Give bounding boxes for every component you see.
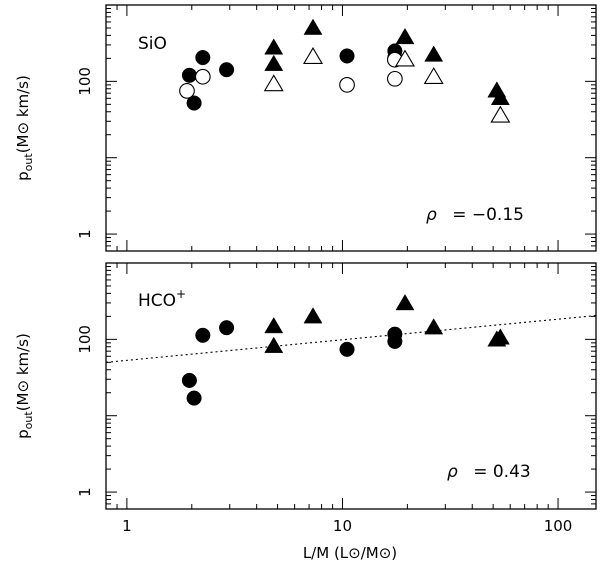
top-open-circle-point <box>339 76 355 93</box>
hco-rho-value: = 0.43 <box>473 462 531 482</box>
bottom-filled-circle-point <box>387 333 403 349</box>
sio-rho-symbol: ρ <box>426 205 437 225</box>
bottom-y-tick-label: 100 <box>76 325 94 354</box>
top-filled-triangle-point <box>264 54 284 71</box>
top-open-circle-point <box>194 68 211 85</box>
bottom-x-tick-label: 1 <box>122 517 132 535</box>
sio-panel-title: SiO <box>138 34 167 54</box>
top-filled-triangle-point <box>303 18 323 35</box>
top-open-circle-point <box>179 83 195 99</box>
sio-y-label-rest: (M⊙ km/s) <box>14 75 32 153</box>
top-filled-triangle-point <box>490 88 510 105</box>
bottom-filled-triangle-point <box>490 328 510 345</box>
bottom-filled-triangle-point <box>424 318 444 335</box>
bottom-filled-circle-point <box>195 327 211 343</box>
top-filled-circle-point <box>181 67 197 83</box>
bottom-y-tick-label: 1 <box>76 487 94 497</box>
top-y-tick-label: 100 <box>76 67 94 96</box>
sio-plot-frame <box>105 4 597 252</box>
top-filled-triangle-point <box>395 27 415 45</box>
top-open-triangle-point <box>395 49 415 67</box>
bottom-filled-triangle-point <box>264 317 284 334</box>
hco-panel: 1 100 1 10 100 HCO+ ρ = 0.43 pout(M⊙ km/s) <box>14 262 597 535</box>
bottom-filled-circle-point <box>186 390 202 406</box>
sio-correlation-label: ρ = −0.15 <box>426 205 524 225</box>
bottom-fit-line <box>105 315 597 363</box>
hco-y-axis-label: pout(M⊙ km/s) <box>14 333 35 439</box>
top-filled-circle-point <box>339 48 355 64</box>
hco-rho-symbol: ρ <box>447 462 458 482</box>
sio-y-axis-label: pout(M⊙ km/s) <box>14 75 35 181</box>
hco-title-sup: + <box>176 287 186 301</box>
top-filled-triangle-point <box>264 38 284 55</box>
bottom-filled-circle-point <box>339 341 355 357</box>
hco-panel-title: HCO+ <box>138 287 186 311</box>
hco-y-label-main: p <box>14 429 32 439</box>
sio-panel: 1 100 SiO ρ = −0.15 pout(M⊙ km/s) <box>14 4 597 252</box>
bottom-x-tick-label: 100 <box>544 517 573 535</box>
hco-y-label-rest: (M⊙ km/s) <box>14 333 32 411</box>
top-open-triangle-point <box>263 74 284 92</box>
bottom-filled-triangle-point <box>264 336 284 353</box>
bottom-filled-triangle-point <box>303 307 323 324</box>
top-open-triangle-point <box>490 105 511 123</box>
bottom-filled-triangle-point <box>395 294 415 311</box>
hco-title-main: HCO <box>138 291 176 311</box>
top-filled-circle-point <box>186 95 202 111</box>
top-filled-triangle-point <box>424 45 444 62</box>
top-open-triangle-point <box>423 67 444 85</box>
sio-y-label-main: p <box>14 171 32 181</box>
sio-y-label-sub: out <box>22 153 35 172</box>
hco-correlation-label: ρ = 0.43 <box>447 462 531 482</box>
top-filled-circle-point <box>195 50 211 66</box>
bottom-filled-circle-point <box>219 320 235 336</box>
top-filled-circle-point <box>219 62 235 78</box>
top-y-tick-label: 1 <box>76 229 94 239</box>
top-open-circle-point <box>387 70 403 87</box>
hco-plot-frame <box>105 262 597 510</box>
top-open-triangle-point <box>303 46 323 64</box>
bottom-filled-circle-point <box>181 372 197 388</box>
sio-rho-value: = −0.15 <box>452 205 524 225</box>
bottom-x-tick-label: 10 <box>333 517 352 535</box>
hco-y-label-sub: out <box>22 411 35 430</box>
x-axis-label: L/M (L⊙/M⊙) <box>303 544 397 562</box>
